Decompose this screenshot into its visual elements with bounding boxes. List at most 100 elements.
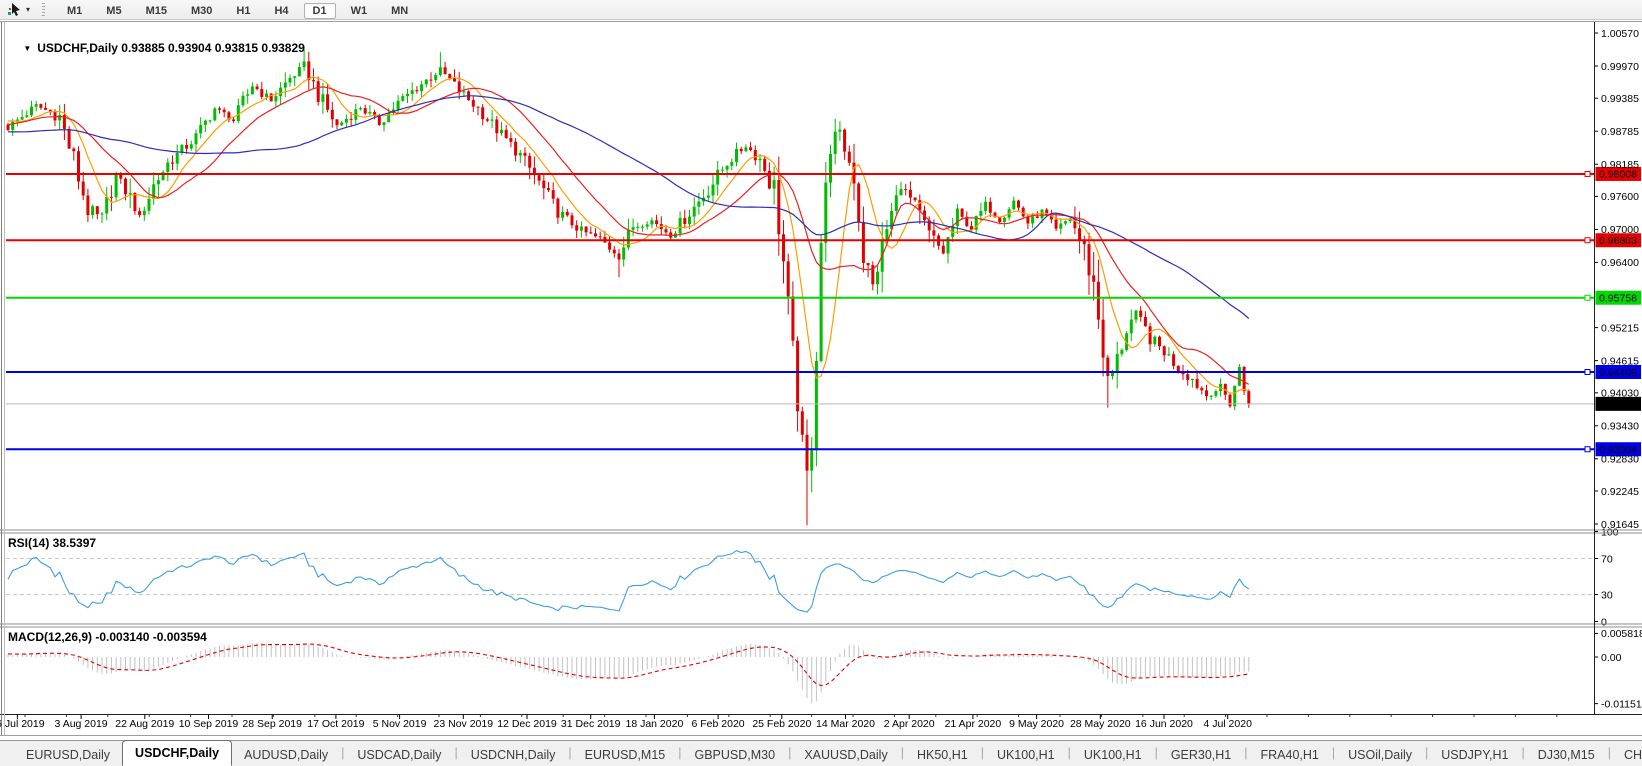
y-axis-tick-label: 0.96400 bbox=[1601, 257, 1639, 269]
price-line-label bbox=[1595, 364, 1641, 379]
y-axis-tick-label: 0.92245 bbox=[1601, 486, 1639, 498]
y-axis-tick-label: 0.92830 bbox=[1601, 454, 1639, 466]
macd-axis-label: -0.011514 bbox=[1601, 698, 1642, 710]
chart-tab-usoil-daily[interactable]: USOil,Daily bbox=[1348, 748, 1413, 762]
rsi-axis-label: 100 bbox=[1601, 526, 1619, 538]
chart-tab-eurusd-m15[interactable]: EURUSD,M15 bbox=[584, 748, 666, 762]
tab-separator: | bbox=[1331, 746, 1336, 760]
date-axis-label: 23 Nov 2019 bbox=[434, 718, 494, 730]
date-axis-label: 9 May 2020 bbox=[1009, 718, 1064, 730]
svg-text:0.93004: 0.93004 bbox=[1599, 444, 1637, 456]
toolbar-grip-handle[interactable] bbox=[42, 3, 46, 16]
tab-separator: | bbox=[568, 746, 572, 760]
tab-separator: | bbox=[678, 746, 682, 760]
price-chart-canvas[interactable]: 0.98008 0.96803 0.95758 0.94408 0.93004 0.938… bbox=[0, 20, 1642, 738]
chart-tab-uk100-h1[interactable]: UK100,H1 bbox=[1083, 748, 1142, 762]
y-axis-tick-label: 0.98185 bbox=[1601, 159, 1639, 171]
macd-histogram bbox=[7, 642, 1250, 704]
chart-title: ▼ USDCHF,Daily 0.93885 0.93904 0.93815 0.… bbox=[10, 27, 305, 69]
macd-indicator-label: MACD(12,26,9) -0.003140 -0.003594 bbox=[8, 630, 207, 644]
tab-separator: | bbox=[1244, 746, 1248, 760]
rsi-axis-label: 30 bbox=[1601, 589, 1613, 601]
date-axis-label: 4 Jul 2020 bbox=[1203, 718, 1252, 730]
chart-tab-usdcad-daily[interactable]: USDCAD,Daily bbox=[357, 748, 442, 762]
price-line-label bbox=[1595, 396, 1641, 411]
date-axis-label: 18 Jan 2020 bbox=[625, 718, 683, 730]
y-axis-tick-label: 0.97000 bbox=[1601, 224, 1639, 236]
top-toolbar: ▾ M1 M5 M15 M30 H1 H4 D1 W1 MN bbox=[0, 0, 1642, 20]
hline-handle[interactable] bbox=[1584, 368, 1591, 375]
chevron-down-icon[interactable]: ▾ bbox=[26, 4, 31, 14]
rsi-line bbox=[7, 549, 1250, 613]
tab-separator: | bbox=[341, 746, 345, 760]
hline-handle[interactable] bbox=[1584, 237, 1591, 244]
chart-tabs: EURUSD,Daily USDCHF,Daily AUDUSD,Daily | USD… bbox=[14, 740, 1642, 766]
hline-handle[interactable] bbox=[1584, 294, 1591, 301]
chart-dropdown-icon[interactable]: ▼ bbox=[23, 44, 32, 53]
chart-tab-eurusd-daily[interactable]: EURUSD,Daily bbox=[26, 748, 111, 762]
svg-text:0.93829: 0.93829 bbox=[1599, 399, 1637, 411]
svg-text:0.98008: 0.98008 bbox=[1599, 169, 1637, 181]
chart-tab-audusd-daily[interactable]: AUDUSD,Daily bbox=[244, 748, 329, 762]
price-line-label bbox=[1595, 166, 1641, 181]
chart-tab-china300-h4[interactable]: CHINA300,H4 bbox=[1623, 748, 1642, 762]
chart-window[interactable]: 0.98008 0.96803 0.95758 0.94408 0.93004 0.938… bbox=[0, 20, 1642, 738]
svg-text:0.94408: 0.94408 bbox=[1599, 367, 1637, 379]
rsi-axis-label: 0 bbox=[1601, 616, 1607, 628]
chart-tab-gbpusd-m30[interactable]: GBPUSD,M30 bbox=[694, 748, 776, 762]
chart-ohlc-values: 0.93885 0.93904 0.93815 0.93829 bbox=[121, 41, 305, 55]
tab-separator: | bbox=[900, 746, 904, 760]
y-axis-tick-label: 0.97600 bbox=[1601, 191, 1639, 203]
timeframe-button-group: M1 M5 M15 M30 H1 H4 D1 W1 MN bbox=[55, 1, 420, 19]
tab-separator: | bbox=[1067, 746, 1071, 760]
chart-pointer-icon bbox=[8, 2, 20, 16]
timeframe-button-m5[interactable]: M5 bbox=[106, 4, 122, 17]
chart-tab-dj30-m15[interactable]: DJ30,M15 bbox=[1537, 748, 1595, 762]
tab-separator: | bbox=[1607, 746, 1611, 760]
date-axis-label: 5 Nov 2019 bbox=[373, 718, 427, 730]
macd-axis-label: 0.005818 bbox=[1601, 628, 1642, 640]
chart-tab-hk50-h1[interactable]: HK50,H1 bbox=[916, 748, 968, 762]
chart-symbol-label: USDCHF,Daily bbox=[37, 41, 118, 55]
chart-tab-uk100-h1[interactable]: UK100,H1 bbox=[996, 748, 1055, 762]
svg-text:0.95758: 0.95758 bbox=[1599, 293, 1637, 305]
tab-separator: | bbox=[980, 746, 984, 760]
moving-average-50 bbox=[7, 95, 1250, 319]
timeframe-button-m15[interactable]: M15 bbox=[145, 4, 167, 17]
timeframe-button-w1[interactable]: W1 bbox=[350, 4, 368, 17]
y-axis-tick-label: 0.99970 bbox=[1601, 61, 1639, 73]
macd-signal-line bbox=[7, 643, 1249, 687]
tab-separator: | bbox=[1521, 746, 1525, 760]
y-axis-tick-label: 0.94030 bbox=[1601, 388, 1639, 400]
chart-tab-usdjpy-h1[interactable]: USDJPY,H1 bbox=[1441, 748, 1509, 762]
y-axis-tick-label: 0.93430 bbox=[1601, 421, 1639, 433]
moving-average-18 bbox=[7, 86, 1250, 385]
y-axis-tick-label: 0.94615 bbox=[1601, 355, 1639, 367]
candles-layer bbox=[6, 45, 1251, 526]
timeframe-button-h1[interactable]: H1 bbox=[236, 4, 251, 17]
timeframe-button-d1[interactable]: D1 bbox=[303, 2, 336, 19]
chart-pointer-tool[interactable]: ▾ bbox=[4, 2, 34, 18]
timeframe-button-mn[interactable]: MN bbox=[391, 4, 409, 17]
hline-handle[interactable] bbox=[1584, 170, 1591, 177]
chart-tab-xauusd-daily[interactable]: XAUUSD,Daily bbox=[804, 748, 888, 762]
timeframe-button-m1[interactable]: M1 bbox=[67, 4, 83, 17]
rsi-axis-label: 70 bbox=[1601, 553, 1613, 565]
chart-tab-fra40-h1[interactable]: FRA40,H1 bbox=[1260, 748, 1319, 762]
timeframe-button-m30[interactable]: M30 bbox=[190, 4, 213, 17]
date-axis-label: 16 Jun 2020 bbox=[1135, 718, 1193, 730]
hline-handle[interactable] bbox=[1584, 446, 1591, 453]
date-axis-label: 3 Aug 2019 bbox=[55, 718, 108, 730]
chart-tab-ger30-h1[interactable]: GER30,H1 bbox=[1170, 748, 1232, 762]
date-axis-label: 12 Dec 2019 bbox=[497, 718, 557, 730]
date-axis-label: 6 Feb 2020 bbox=[692, 718, 745, 730]
chart-tab-usdchf-daily[interactable]: USDCHF,Daily bbox=[122, 740, 233, 766]
price-axis[interactable]: 1.00570 0.99970 0.99385 0.98785 0.98185 0.976… bbox=[1594, 28, 1639, 531]
tab-separator: | bbox=[1425, 746, 1429, 760]
date-axis-label: 31 Dec 2019 bbox=[561, 718, 621, 730]
timeframe-button-h4[interactable]: H4 bbox=[274, 4, 289, 17]
date-axis-label: 21 Apr 2020 bbox=[945, 718, 1002, 730]
chart-tab-usdcnh-daily[interactable]: USDCNH,Daily bbox=[470, 748, 556, 762]
svg-text:0.96803: 0.96803 bbox=[1599, 235, 1637, 247]
date-axis-label: 14 Mar 2020 bbox=[816, 718, 875, 730]
